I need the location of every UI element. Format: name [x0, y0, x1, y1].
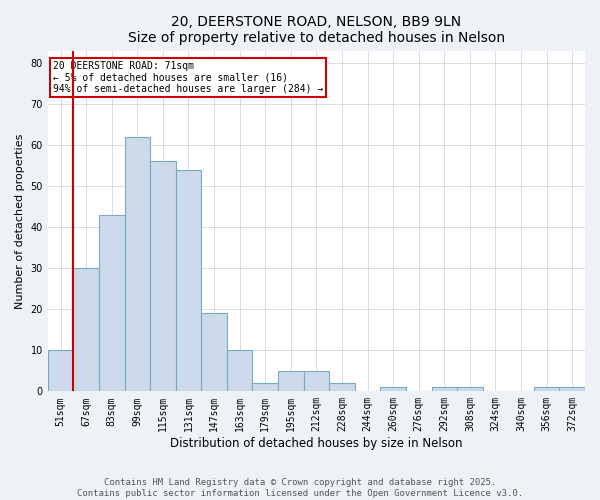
Bar	[201, 314, 227, 392]
Bar	[329, 383, 355, 392]
Text: 20 DEERSTONE ROAD: 71sqm
← 5% of detached houses are smaller (16)
94% of semi-de: 20 DEERSTONE ROAD: 71sqm ← 5% of detache…	[53, 61, 323, 94]
Bar	[48, 350, 73, 392]
Title: 20, DEERSTONE ROAD, NELSON, BB9 9LN
Size of property relative to detached houses: 20, DEERSTONE ROAD, NELSON, BB9 9LN Size…	[128, 15, 505, 45]
Bar	[457, 387, 482, 392]
Bar	[125, 137, 150, 392]
Bar	[99, 215, 125, 392]
Bar	[73, 268, 99, 392]
Bar	[380, 387, 406, 392]
Bar	[304, 371, 329, 392]
Bar	[431, 387, 457, 392]
Bar	[559, 387, 585, 392]
Y-axis label: Number of detached properties: Number of detached properties	[15, 133, 25, 308]
X-axis label: Distribution of detached houses by size in Nelson: Distribution of detached houses by size …	[170, 437, 463, 450]
Bar	[176, 170, 201, 392]
Bar	[278, 371, 304, 392]
Bar	[150, 162, 176, 392]
Bar	[227, 350, 253, 392]
Text: Contains HM Land Registry data © Crown copyright and database right 2025.
Contai: Contains HM Land Registry data © Crown c…	[77, 478, 523, 498]
Bar	[534, 387, 559, 392]
Bar	[253, 383, 278, 392]
